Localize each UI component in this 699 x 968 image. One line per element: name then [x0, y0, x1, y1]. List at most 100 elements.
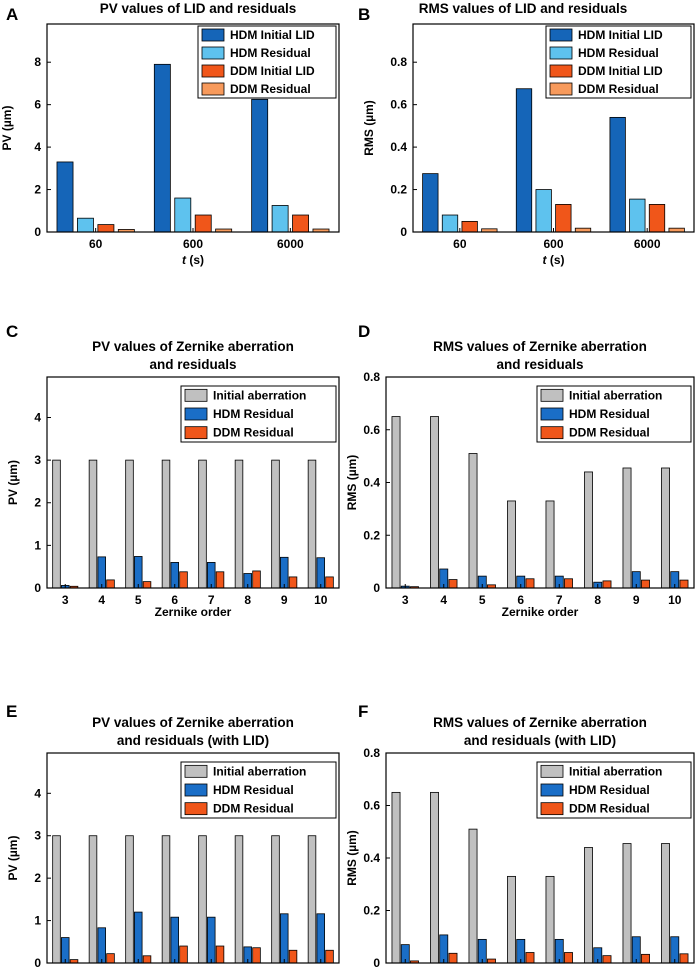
legend-label: DDM Initial LID: [230, 64, 315, 78]
bar: [325, 949, 334, 964]
legend: HDM Initial LID HDM Residual DDM Initial L…: [545, 25, 692, 99]
bar: [307, 459, 317, 589]
panel-letter: E: [6, 702, 17, 721]
y-axis-label: PV (µm): [6, 460, 20, 505]
x-tick-label: 6000: [634, 237, 661, 251]
x-tick-label: 6000: [277, 237, 304, 251]
legend-swatch: [540, 783, 564, 797]
bar: [106, 579, 115, 589]
chart-title: and residuals (with LID): [117, 733, 269, 748]
bar: [535, 189, 552, 233]
y-tick-label: 0: [373, 956, 380, 968]
bar: [125, 835, 134, 964]
bar: [88, 459, 98, 589]
legend-swatch: [184, 388, 208, 402]
x-tick-label: 7: [556, 593, 563, 607]
bar: [142, 955, 152, 964]
bar: [468, 453, 478, 589]
bar: [641, 579, 650, 589]
panel-letter: C: [6, 322, 18, 341]
bar: [422, 173, 439, 233]
chart-title: PV values of LID and residuals: [100, 1, 297, 16]
axes-frame: [46, 752, 340, 964]
legend: HDM Initial LID HDM Residual DDM Initial L…: [197, 25, 337, 99]
bar: [525, 952, 535, 964]
bar: [271, 835, 280, 964]
bar: [288, 949, 298, 964]
chart-panel-c: C PV values of Zernike aberration and resi…: [6, 322, 340, 619]
legend-label: Initial aberration: [213, 388, 306, 402]
x-tick-label: 10: [668, 593, 682, 607]
legend-label: DDM Residual: [569, 426, 650, 440]
x-axis-label: t (s): [182, 253, 204, 267]
bar: [564, 578, 573, 589]
x-tick-label: 5: [479, 593, 486, 607]
bar: [661, 843, 670, 964]
y-axis-label: RMS (µm): [345, 830, 359, 886]
legend-swatch: [549, 64, 573, 78]
legend-swatch: [184, 407, 208, 421]
y-tick-label: 2: [34, 871, 41, 885]
y-axis-label: RMS (µm): [345, 455, 359, 511]
bar: [316, 913, 325, 964]
legend-label: Initial aberration: [569, 764, 662, 778]
bar: [602, 580, 612, 589]
bar: [545, 875, 555, 964]
y-tick-label: 0: [34, 225, 41, 239]
y-axis-label: PV (µm): [6, 836, 20, 881]
legend-label: Initial aberration: [569, 388, 662, 402]
y-tick-label: 0.4: [363, 851, 380, 865]
chart-title: RMS values of Zernike aberration: [433, 339, 647, 354]
bar: [52, 459, 61, 589]
y-tick-label: 4: [34, 786, 41, 800]
y-tick-label: 0.8: [363, 370, 380, 384]
bar: [641, 953, 650, 964]
bar: [468, 828, 478, 964]
legend-swatch: [201, 64, 225, 78]
bar: [448, 952, 458, 964]
legend-label: HDM Residual: [230, 46, 311, 60]
y-tick-label: 0.6: [390, 98, 407, 112]
x-tick-label: 4: [98, 593, 105, 607]
bar: [215, 571, 225, 589]
chart-title: PV values of Zernike aberration: [92, 339, 294, 354]
legend-label: HDM Initial LID: [230, 28, 315, 42]
bar: [629, 198, 646, 233]
bar: [179, 571, 188, 589]
panel-letter: B: [358, 5, 370, 24]
y-tick-label: 0: [400, 225, 407, 239]
legend-label: DDM Residual: [213, 802, 294, 816]
bar: [545, 500, 555, 589]
bar: [461, 220, 478, 233]
y-tick-label: 0: [373, 581, 380, 595]
x-tick-label: 8: [244, 593, 251, 607]
x-tick-label: 6: [517, 593, 524, 607]
bar: [134, 556, 143, 589]
legend-label: DDM Residual: [569, 802, 650, 816]
x-tick-label: 7: [208, 593, 215, 607]
legend-label: HDM Residual: [213, 407, 294, 421]
bar: [198, 459, 207, 589]
y-tick-label: 4: [34, 140, 41, 154]
y-tick-label: 1: [34, 914, 41, 928]
legend-label: HDM Residual: [569, 407, 650, 421]
x-tick-label: 60: [89, 237, 103, 251]
chart-panel-b: B RMS values of LID and residuals 0 0.2 0.4 0…: [358, 1, 695, 267]
legend: Initial aberration HDM Residual DDM Residu…: [180, 385, 337, 443]
bar: [679, 579, 689, 589]
legend-swatch: [540, 802, 564, 816]
bar: [134, 911, 143, 964]
x-axis-label: t (s): [543, 253, 565, 267]
bar: [97, 224, 115, 233]
bar: [198, 835, 207, 964]
bar: [280, 913, 289, 964]
bar: [648, 204, 666, 233]
y-tick-label: 0.2: [363, 904, 380, 918]
bar: [430, 791, 439, 964]
legend-swatch: [201, 28, 225, 42]
bar: [161, 459, 171, 589]
legend-label: HDM Residual: [569, 783, 650, 797]
x-tick-label: 8: [594, 593, 601, 607]
panel-letter: D: [358, 322, 370, 341]
y-tick-label: 0.8: [363, 746, 380, 760]
